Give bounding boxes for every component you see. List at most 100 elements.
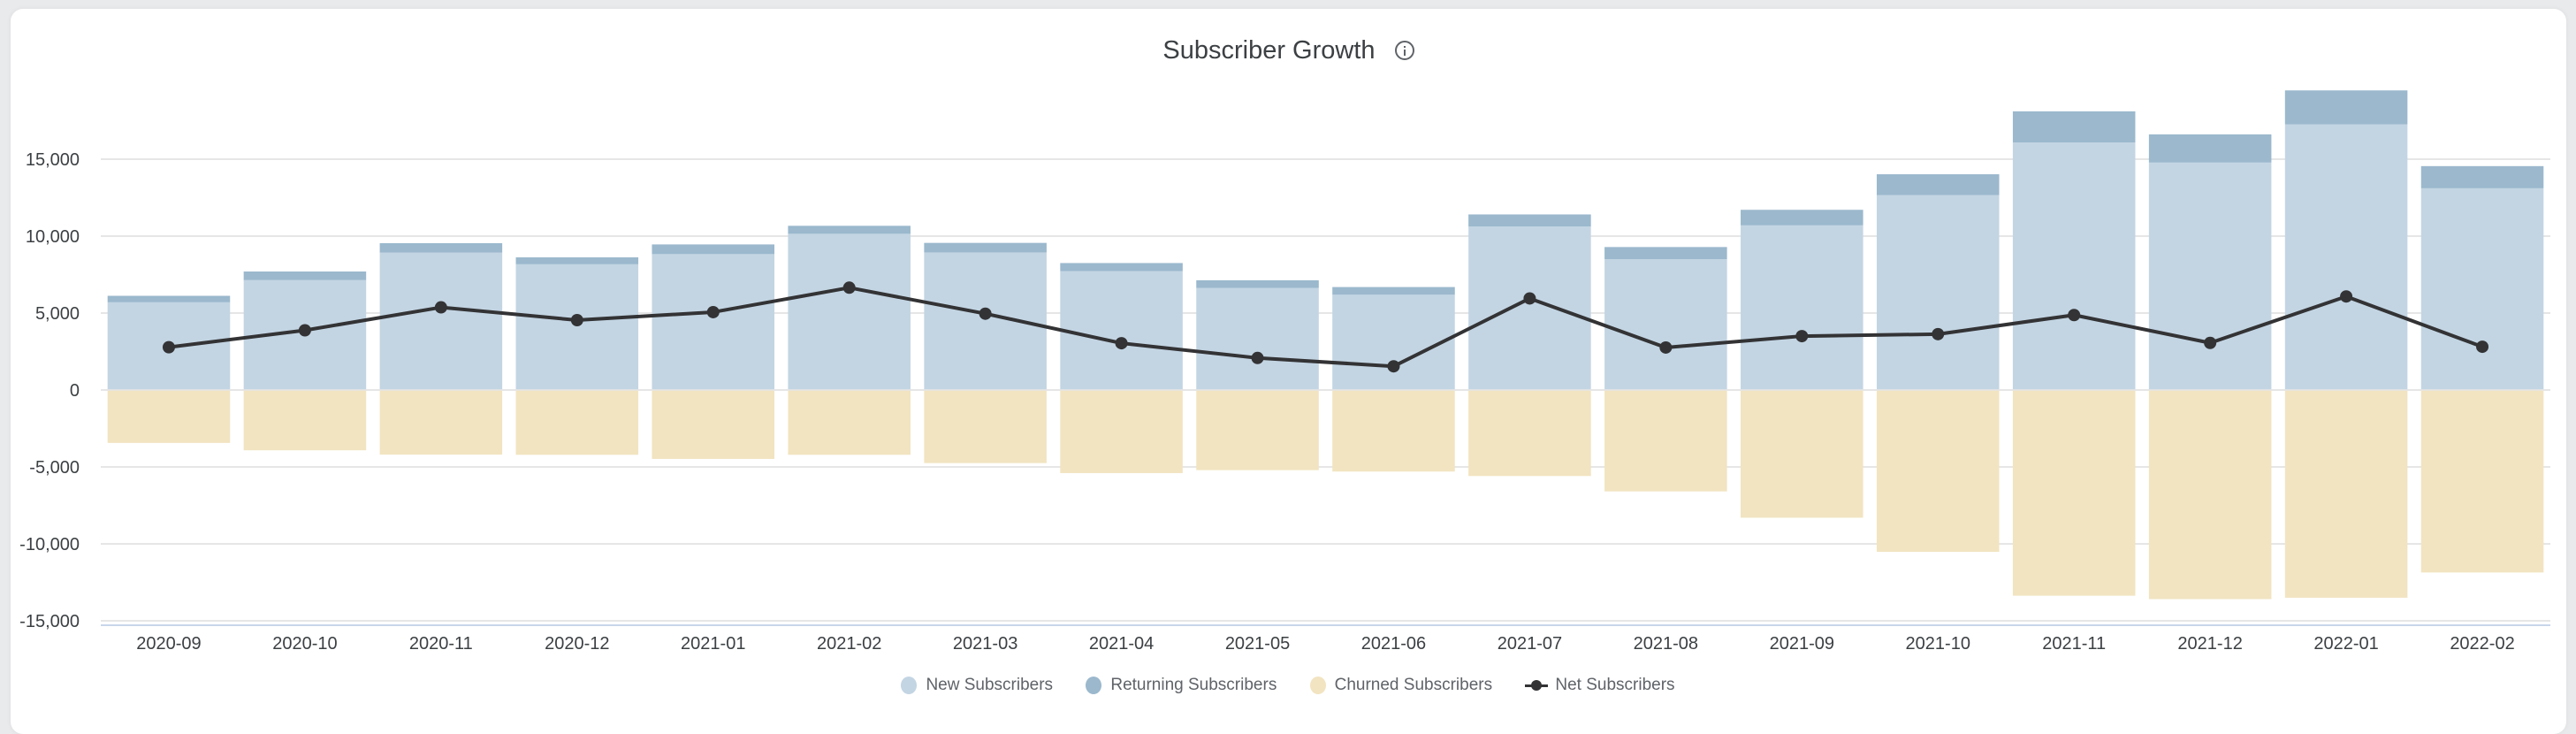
net-point bbox=[570, 314, 583, 327]
net-point bbox=[2340, 290, 2353, 303]
bar-returning bbox=[2284, 90, 2408, 125]
bar-group-2022-02 bbox=[2420, 165, 2544, 573]
bar-returning bbox=[1468, 214, 1591, 227]
chart-title: Subscriber Growth bbox=[1162, 36, 1376, 65]
bar-churned bbox=[515, 390, 639, 455]
bar-group-2021-07 bbox=[1468, 214, 1591, 477]
bar-new bbox=[1332, 294, 1455, 390]
legend-item-net[interactable]: Net Subscribers bbox=[1525, 676, 1675, 695]
bar-returning bbox=[243, 271, 367, 280]
bar-returning bbox=[924, 242, 1047, 253]
x-tick-label: 2021-04 bbox=[1089, 634, 1154, 654]
x-tick-label: 2022-02 bbox=[2450, 634, 2514, 654]
net-point bbox=[2068, 309, 2081, 322]
bar-returning bbox=[652, 244, 775, 255]
net-point bbox=[979, 307, 992, 320]
bar-group-2021-09 bbox=[1741, 210, 1863, 518]
x-tick-label: 2021-07 bbox=[1498, 634, 1562, 654]
bar-returning bbox=[515, 257, 639, 264]
bar-churned bbox=[2148, 390, 2272, 600]
bar-churned bbox=[652, 390, 775, 459]
bar-churned bbox=[1741, 390, 1863, 518]
bar-new bbox=[2012, 142, 2136, 390]
bar-churned bbox=[1604, 390, 1727, 492]
legend-item-returning[interactable]: Returning Subscribers bbox=[1086, 676, 1277, 695]
bar-new bbox=[1468, 226, 1591, 390]
legend-label: Churned Subscribers bbox=[1334, 676, 1493, 694]
x-tick-label: 2021-06 bbox=[1361, 634, 1426, 654]
bar-group-2021-11 bbox=[2012, 111, 2136, 596]
legend: New Subscribers Returning Subscribers Ch… bbox=[0, 676, 2576, 695]
bar-returning bbox=[2148, 134, 2272, 163]
y-tick-label: -10,000 bbox=[19, 535, 80, 554]
net-point bbox=[2476, 340, 2489, 354]
net-point bbox=[1251, 351, 1264, 364]
bar-churned bbox=[107, 390, 231, 443]
bar-group-2021-04 bbox=[1060, 263, 1183, 473]
x-tick-label: 2021-03 bbox=[953, 634, 1017, 654]
bar-group-2022-01 bbox=[2284, 90, 2408, 598]
x-tick-label: 2021-05 bbox=[1225, 634, 1290, 654]
net-point bbox=[706, 305, 720, 318]
bar-group-2021-12 bbox=[2148, 134, 2272, 600]
legend-line-marker-icon bbox=[1525, 679, 1549, 692]
bar-churned bbox=[379, 390, 503, 455]
net-point bbox=[1659, 340, 1673, 354]
info-icon[interactable] bbox=[1394, 41, 1414, 61]
net-point bbox=[162, 340, 175, 354]
y-tick-label: 15,000 bbox=[26, 150, 80, 170]
bar-churned bbox=[2420, 390, 2544, 573]
legend-label: New Subscribers bbox=[926, 676, 1054, 694]
net-point bbox=[434, 301, 447, 314]
bar-churned bbox=[2284, 390, 2408, 598]
legend-item-new[interactable]: New Subscribers bbox=[901, 676, 1053, 695]
bar-new bbox=[2148, 162, 2272, 390]
chart-header: Subscriber Growth bbox=[11, 34, 2566, 66]
legend-label: Net Subscribers bbox=[1555, 676, 1675, 694]
bar-churned bbox=[1332, 390, 1455, 472]
bar-group-2021-08 bbox=[1604, 247, 1727, 492]
x-tick-label: 2021-01 bbox=[681, 634, 745, 654]
bar-group-2020-10 bbox=[243, 271, 367, 451]
net-subscribers-line bbox=[168, 286, 2483, 369]
bar-returning bbox=[1196, 279, 1319, 288]
x-tick-label: 2021-09 bbox=[1770, 634, 1834, 654]
x-tick-label: 2022-01 bbox=[2313, 634, 2378, 654]
bar-returning bbox=[788, 226, 911, 234]
net-point bbox=[1523, 292, 1536, 305]
x-tick-label: 2021-11 bbox=[2042, 634, 2106, 654]
net-point bbox=[1932, 327, 1945, 340]
bar-churned bbox=[1876, 390, 2000, 553]
bar-returning bbox=[1332, 287, 1455, 295]
net-point bbox=[842, 281, 856, 294]
bar-new bbox=[788, 233, 911, 390]
bar-group-2021-06 bbox=[1332, 287, 1455, 472]
bars bbox=[101, 90, 2550, 600]
legend-item-churned[interactable]: Churned Subscribers bbox=[1309, 676, 1493, 695]
bar-new bbox=[1876, 195, 2000, 390]
y-tick-label: 10,000 bbox=[26, 227, 80, 247]
bar-group-2021-03 bbox=[924, 242, 1047, 463]
bar-returning bbox=[107, 295, 231, 302]
x-tick-label: 2020-09 bbox=[136, 634, 201, 654]
net-point bbox=[1795, 330, 1809, 343]
x-tick-label: 2020-12 bbox=[545, 634, 609, 654]
x-tick-label: 2021-02 bbox=[817, 634, 881, 654]
bar-churned bbox=[1060, 390, 1183, 473]
bar-churned bbox=[2012, 390, 2136, 596]
bar-new bbox=[379, 252, 503, 390]
x-tick-label: 2021-10 bbox=[1906, 634, 1970, 654]
x-axis: 2020-09 2020-10 2020-11 2020-12 2021-01 2021-… bbox=[136, 634, 2514, 654]
bar-new bbox=[1196, 287, 1319, 390]
bar-new bbox=[2420, 187, 2544, 390]
bar-returning bbox=[1876, 174, 2000, 195]
bar-group-2020-09 bbox=[107, 295, 231, 443]
bar-group-2021-05 bbox=[1196, 279, 1319, 470]
y-tick-label: -15,000 bbox=[19, 612, 80, 631]
legend-swatch-new bbox=[901, 677, 918, 694]
bar-returning bbox=[1741, 210, 1863, 226]
bar-new bbox=[652, 254, 775, 390]
net-point bbox=[298, 324, 311, 337]
x-tick-label: 2021-12 bbox=[2177, 634, 2242, 654]
